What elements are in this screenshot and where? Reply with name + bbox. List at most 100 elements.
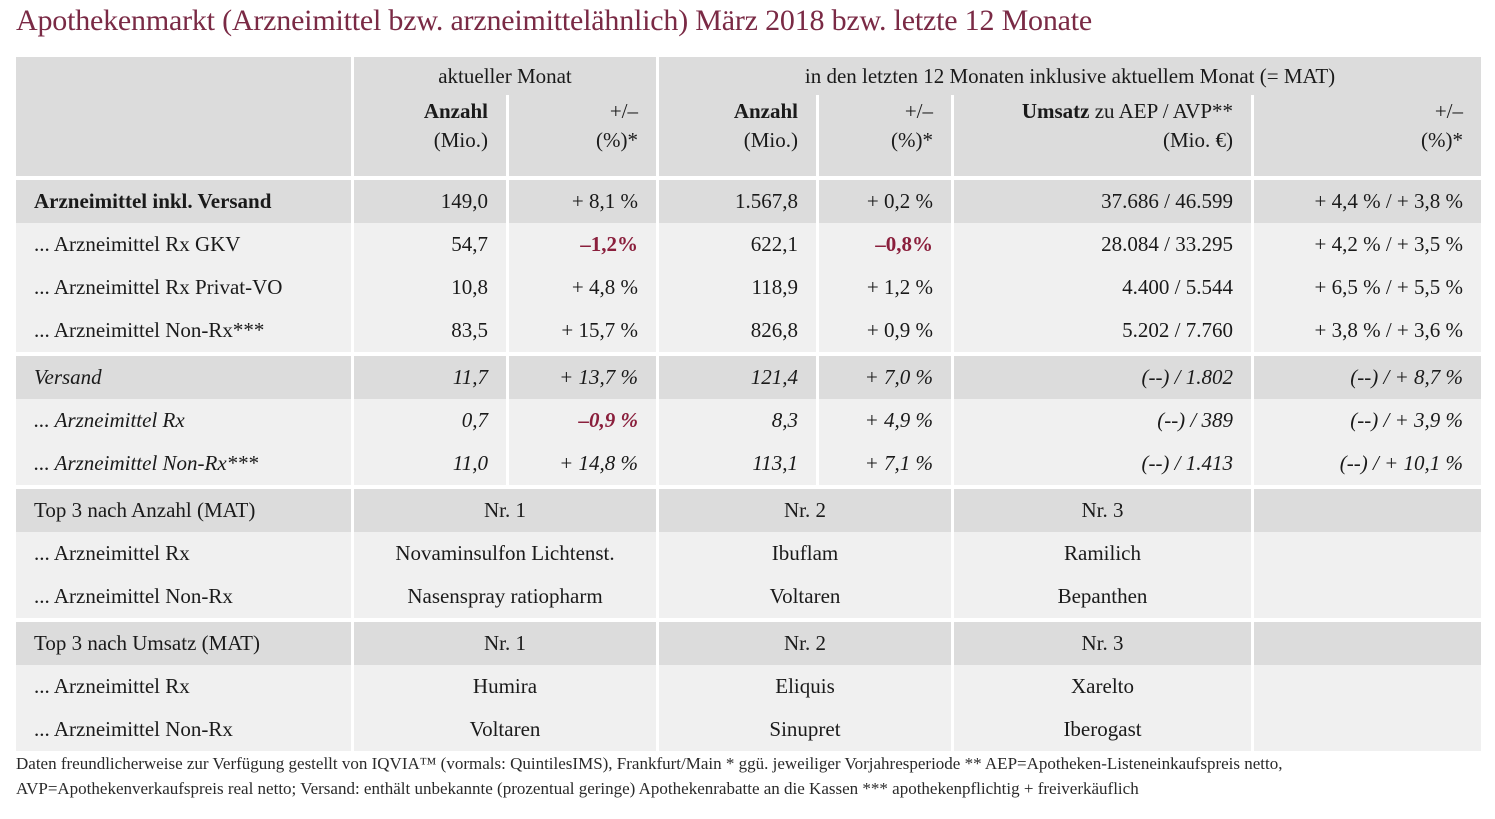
header-pct-label: (%)* xyxy=(891,128,934,152)
cell-anzahl-mat: 8,3 xyxy=(656,399,816,442)
row-label: ... Arzneimittel Non-Rx xyxy=(34,584,233,608)
cell-change-mat: + 0,2 % xyxy=(816,176,952,223)
row-label: Versand xyxy=(16,352,351,399)
section-label: Top 3 nach Anzahl (MAT) xyxy=(16,485,351,532)
table-row: ... Arzneimittel Rx GKV 54,7 –1,2% 622,1… xyxy=(16,223,1482,266)
page-title: Apothekenmarkt (Arzneimittel bzw. arznei… xyxy=(16,4,1093,37)
cell-anzahl-mat: 113,1 xyxy=(656,442,816,485)
cell-change-umsatz: + 4,2 % / + 3,5 % xyxy=(1251,223,1481,266)
rank-3-product: Bepanthen xyxy=(951,575,1251,618)
row-label: ... Arzneimittel Non-Rx*** xyxy=(34,318,265,342)
cell-change-current: + 14,8 % xyxy=(506,442,656,485)
empty-cell xyxy=(1251,575,1481,618)
empty-cell xyxy=(1251,618,1482,665)
cell-anzahl-current: 54,7 xyxy=(351,223,506,266)
section-label: Top 3 nach Umsatz (MAT) xyxy=(16,618,351,665)
table-row: ... Arzneimittel Rx Novaminsulfon Lichte… xyxy=(16,532,1482,575)
cell-anzahl-current: 10,8 xyxy=(351,266,506,309)
cell-change-umsatz: (--) / + 10,1 % xyxy=(1251,442,1481,485)
header-anzahl-label: Anzahl xyxy=(733,99,799,123)
cell-change-umsatz: (--) / + 8,7 % xyxy=(1251,352,1482,399)
rank-1-product: Novaminsulfon Lichtenst. xyxy=(351,532,656,575)
row-label: ... Arzneimittel Non-Rx*** xyxy=(34,451,259,475)
header-umsatz-rest: zu AEP / AVP** xyxy=(1089,99,1234,123)
rank-2-product: Sinupret xyxy=(656,708,951,751)
table-row: ... Arzneimittel Non-Rx Nasenspray ratio… xyxy=(16,575,1482,618)
cell-change-mat: + 4,9 % xyxy=(816,399,951,442)
cell-anzahl-current: 11,0 xyxy=(351,442,506,485)
rank-3-product: Iberogast xyxy=(951,708,1251,751)
cell-anzahl-current: 11,7 xyxy=(351,352,506,399)
header-anzahl-mat: Anzahl (Mio.) xyxy=(656,95,816,176)
header-group-row: aktueller Monat in den letzten 12 Monate… xyxy=(16,57,1482,95)
cell-change-mat: + 1,2 % xyxy=(816,266,951,309)
cell-change-current: + 8,1 % xyxy=(506,176,657,223)
table-row: ... Arzneimittel Rx Humira Eliquis Xarel… xyxy=(16,665,1482,708)
row-label: ... Arzneimittel Non-Rx xyxy=(34,717,233,741)
header-plusminus-label: +/– xyxy=(609,99,639,123)
header-plusminus-label: +/– xyxy=(1434,99,1464,123)
rank-3-label: Nr. 3 xyxy=(951,618,1252,665)
rank-2-product: Voltaren xyxy=(656,575,951,618)
cell-anzahl-mat: 826,8 xyxy=(656,309,816,352)
cell-change-umsatz: + 4,4 % / + 3,8 % xyxy=(1251,176,1482,223)
cell-change-umsatz: + 3,8 % / + 3,6 % xyxy=(1251,309,1481,352)
header-empty-cell xyxy=(16,57,351,95)
cell-anzahl-mat: 118,9 xyxy=(656,266,816,309)
header-column-row: Anzahl (Mio.) +/– (%)* Anzahl (Mio.) +/–… xyxy=(16,95,1482,176)
cell-change-current-negative: –0,9 % xyxy=(506,399,656,442)
header-change-umsatz: +/– (%)* xyxy=(1251,95,1481,176)
empty-cell xyxy=(1251,665,1481,708)
header-pct-label: (%)* xyxy=(1421,128,1464,152)
cell-change-current: + 15,7 % xyxy=(506,309,656,352)
market-table-container: aktueller Monat in den letzten 12 Monate… xyxy=(16,57,1482,751)
rank-3-product: Ramilich xyxy=(951,532,1251,575)
rank-1-label: Nr. 1 xyxy=(351,618,657,665)
cell-umsatz: 4.400 / 5.544 xyxy=(951,266,1251,309)
cell-anzahl-current: 0,7 xyxy=(351,399,506,442)
cell-umsatz: (--) / 1.413 xyxy=(951,442,1251,485)
cell-change-mat: + 7,0 % xyxy=(816,352,952,399)
cell-anzahl-current: 149,0 xyxy=(351,176,506,223)
footnote-line-1: Daten freundlicherweise zur Verfügung ge… xyxy=(16,754,1283,773)
cell-umsatz: 5.202 / 7.760 xyxy=(951,309,1251,352)
table-row: Arzneimittel inkl. Versand 149,0 + 8,1 %… xyxy=(16,176,1482,223)
empty-cell xyxy=(1251,708,1481,751)
rank-2-product: Eliquis xyxy=(656,665,951,708)
header-empty-cell xyxy=(16,95,351,176)
cell-change-current: + 13,7 % xyxy=(506,352,657,399)
empty-cell xyxy=(1251,485,1482,532)
cell-change-mat: + 0,9 % xyxy=(816,309,951,352)
row-label-text: Arzneimittel inkl. Versand xyxy=(34,189,272,213)
cell-change-current-negative: –1,2% xyxy=(506,223,656,266)
cell-umsatz: (--) / 389 xyxy=(951,399,1251,442)
header-unit-label: (Mio.) xyxy=(433,128,488,152)
cell-change-mat: + 7,1 % xyxy=(816,442,951,485)
header-pct-label: (%)* xyxy=(596,128,639,152)
table-row: ... Arzneimittel Non-Rx*** 83,5 + 15,7 %… xyxy=(16,309,1482,352)
table-row: ... Arzneimittel Non-Rx*** 11,0 + 14,8 %… xyxy=(16,442,1482,485)
rank-3-product: Xarelto xyxy=(951,665,1251,708)
rank-3-label: Nr. 3 xyxy=(951,485,1252,532)
header-group-current: aktueller Monat xyxy=(351,57,656,95)
empty-cell xyxy=(1251,532,1481,575)
top-anzahl-header-row: Top 3 nach Anzahl (MAT) Nr. 1 Nr. 2 Nr. … xyxy=(16,485,1482,532)
cell-anzahl-mat: 622,1 xyxy=(656,223,816,266)
header-group-mat: in den letzten 12 Monaten inklusive aktu… xyxy=(656,57,1481,95)
rank-2-label: Nr. 2 xyxy=(656,485,952,532)
rank-1-product: Nasenspray ratiopharm xyxy=(351,575,656,618)
header-change-mat: +/– (%)* xyxy=(816,95,951,176)
rank-2-label: Nr. 2 xyxy=(656,618,952,665)
table-row: Versand 11,7 + 13,7 % 121,4 + 7,0 % (--)… xyxy=(16,352,1482,399)
market-table: aktueller Monat in den letzten 12 Monate… xyxy=(16,57,1482,751)
table-row: ... Arzneimittel Rx 0,7 –0,9 % 8,3 + 4,9… xyxy=(16,399,1482,442)
header-unit-eur: (Mio. €) xyxy=(1163,128,1234,152)
cell-umsatz: 37.686 / 46.599 xyxy=(951,176,1252,223)
cell-anzahl-mat: 121,4 xyxy=(656,352,817,399)
row-label: Arzneimittel inkl. Versand xyxy=(16,176,351,223)
footnote: Daten freundlicherweise zur Verfügung ge… xyxy=(16,751,1486,801)
header-change-current: +/– (%)* xyxy=(506,95,656,176)
header-anzahl-label: Anzahl xyxy=(423,99,488,123)
table-row: ... Arzneimittel Rx Privat-VO 10,8 + 4,8… xyxy=(16,266,1482,309)
cell-change-mat-negative: –0,8% xyxy=(816,223,951,266)
